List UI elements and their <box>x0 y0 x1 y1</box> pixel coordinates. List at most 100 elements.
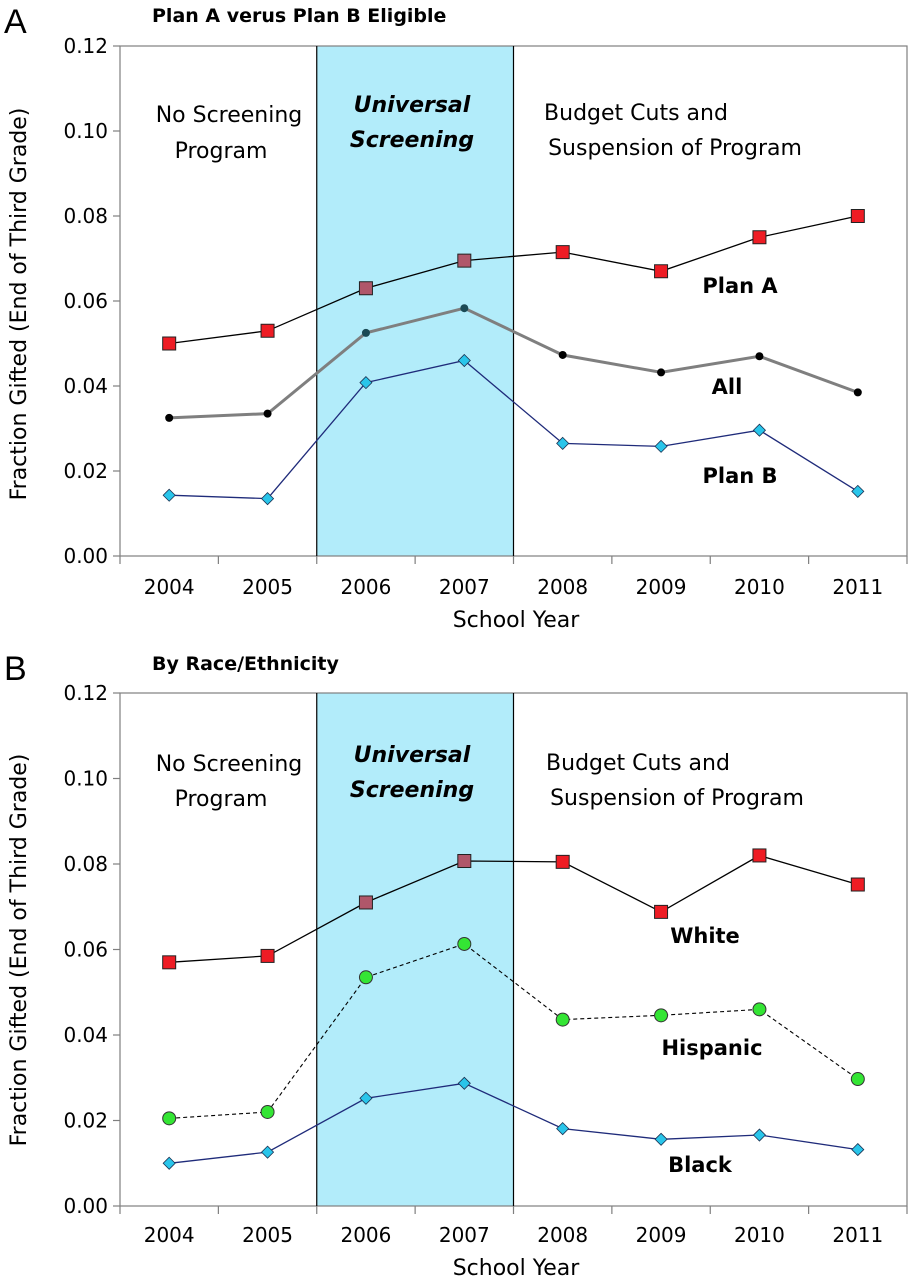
data-point <box>260 1145 275 1159</box>
y-tick-label: 0.12 <box>63 34 108 58</box>
y-axis: 0.00 0.02 0.04 0.06 0.08 0.10 0.12 <box>63 34 515 568</box>
data-point <box>556 1122 570 1136</box>
series-label-all: All <box>712 375 743 399</box>
y-tick-label: 0.08 <box>63 852 108 876</box>
data-point <box>654 439 668 453</box>
data-point <box>850 1072 865 1087</box>
x-axis-label: School Year <box>453 1256 581 1280</box>
y-tick-label: 0.02 <box>63 1109 108 1133</box>
data-point <box>165 413 174 422</box>
y-tick-label: 0.08 <box>63 204 108 228</box>
data-point <box>162 336 177 351</box>
y-tick-label: 0.02 <box>63 459 108 483</box>
region-label-universal-2: Screening <box>350 778 474 803</box>
series-label-hispanic: Hispanic <box>661 1036 762 1060</box>
data-point <box>162 488 176 502</box>
data-point <box>260 1104 275 1119</box>
data-point <box>755 352 764 361</box>
x-tick-label: 2009 <box>636 1223 687 1247</box>
data-point <box>752 848 767 863</box>
x-axis: 2004 2005 2006 2007 2008 2009 2010 2011 <box>119 1206 908 1247</box>
data-point <box>359 1091 373 1105</box>
panel-a: A Plan A verus Plan B Eligible 0.000.020… <box>4 3 908 633</box>
data-point <box>851 484 865 498</box>
data-point <box>654 1008 669 1023</box>
panel-b: B By Race/Ethnicity 0.00 0.02 0.04 0.06 0.08… <box>4 650 908 1280</box>
series-line <box>169 854 858 963</box>
data-point <box>654 904 669 919</box>
y-axis-label: Fraction Gifted (End of Third Grade) <box>7 108 32 501</box>
y-tick-label: 0.00 <box>63 544 108 568</box>
data-point <box>654 1132 668 1146</box>
series-line <box>169 1082 858 1164</box>
x-tick-label: 2010 <box>734 1223 785 1247</box>
y-tick-label: 0.04 <box>63 374 108 398</box>
data-point <box>358 970 373 985</box>
data-point <box>654 264 669 279</box>
data-point <box>853 388 862 397</box>
x-tick-label: 2011 <box>832 1223 883 1247</box>
data-point <box>752 230 767 245</box>
data-point <box>555 245 570 260</box>
data-point <box>263 409 272 418</box>
data-point <box>457 1076 471 1090</box>
x-tick-label: 2009 <box>636 575 687 599</box>
series-label-black: Black <box>668 1153 733 1177</box>
x-tick-label: 2008 <box>537 575 588 599</box>
data-point <box>457 353 471 368</box>
data-point <box>752 1128 767 1142</box>
data-point <box>162 1111 177 1126</box>
data-point <box>359 376 373 390</box>
data-point <box>358 281 373 296</box>
data-point <box>457 854 472 869</box>
series-group <box>162 209 865 506</box>
y-tick-label: 0.12 <box>63 681 108 705</box>
region-label-no-screening-1: No Screening <box>156 103 303 128</box>
panel-title: By Race/Ethnicity <box>152 653 340 675</box>
series-line <box>169 215 858 345</box>
region-label-budget-2: Suspension of Program <box>550 786 804 811</box>
data-point <box>260 323 275 338</box>
x-tick-label: 2010 <box>734 575 785 599</box>
x-axis-label: School Year <box>453 608 581 633</box>
data-point <box>162 1156 176 1170</box>
y-tick-label: 0.06 <box>63 938 108 962</box>
x-tick-label: 2005 <box>242 575 293 599</box>
region-label-budget-2: Suspension of Program <box>548 136 802 161</box>
y-tick-label: 0.10 <box>63 119 108 143</box>
y-tick-label: 0.00 <box>63 1194 108 1218</box>
x-tick-label: 2004 <box>144 1223 195 1247</box>
data-point <box>260 948 275 963</box>
series-group <box>162 848 865 1170</box>
x-tick-label: 2005 <box>242 1223 293 1247</box>
universal-screening-band <box>316 46 514 556</box>
data-point <box>460 304 469 313</box>
region-label-budget-1: Budget Cuts and <box>546 751 730 776</box>
data-point <box>850 209 865 223</box>
region-label-no-screening-1: No Screening <box>156 752 303 777</box>
region-label-no-screening-2: Program <box>175 139 268 164</box>
series-line <box>169 306 859 420</box>
series-label-plan-b: Plan B <box>702 464 777 488</box>
series-line <box>169 943 859 1119</box>
data-point <box>556 436 570 450</box>
data-point <box>558 350 567 359</box>
data-point <box>851 1143 865 1157</box>
data-point <box>162 955 177 970</box>
x-tick-label: 2011 <box>832 575 883 599</box>
x-tick-label: 2007 <box>439 1223 490 1247</box>
panel-title: Plan A verus Plan B Eligible <box>152 5 446 27</box>
series-label-plan-a: Plan A <box>702 274 778 298</box>
region-label-universal-1: Universal <box>354 93 471 118</box>
region-label-budget-1: Budget Cuts and <box>544 101 728 126</box>
series-line <box>169 359 859 500</box>
data-point <box>260 492 275 506</box>
y-tick-label: 0.06 <box>63 289 108 313</box>
data-point <box>657 368 666 377</box>
data-point <box>361 328 370 337</box>
panel-letter: A <box>4 3 27 41</box>
series-label-white: White <box>670 924 740 948</box>
x-tick-label: 2004 <box>144 575 195 599</box>
panel-letter: B <box>4 650 27 688</box>
